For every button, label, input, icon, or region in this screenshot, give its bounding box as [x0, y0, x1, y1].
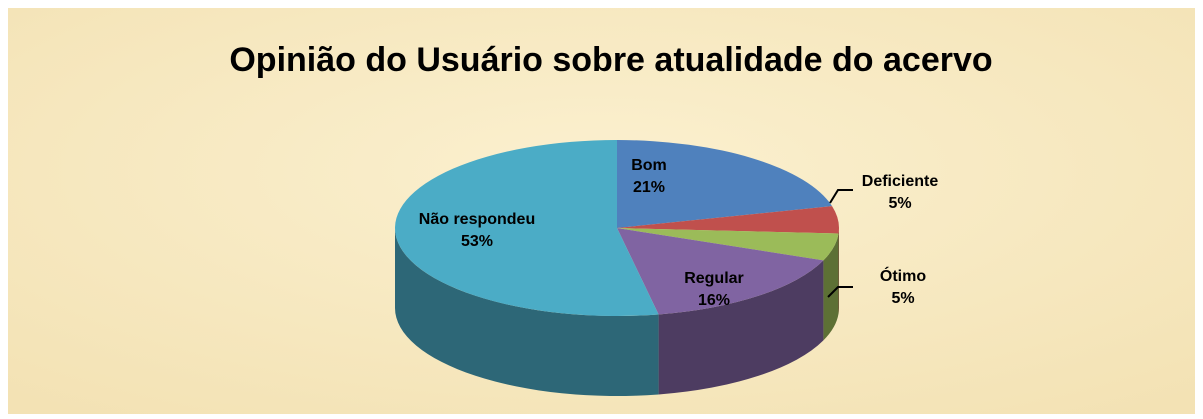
data-label: Deficiente 5%: [862, 173, 939, 212]
label-name: Deficiente: [862, 173, 939, 190]
chart-title: Opinião do Usuário sobre atualidade do a…: [229, 41, 992, 79]
pie: [395, 140, 839, 397]
data-label: Não respondeu 53%: [419, 211, 535, 250]
label-name: Ótimo: [880, 266, 926, 285]
data-label: Ótimo 5%: [880, 266, 926, 307]
slice-side: [395, 228, 659, 397]
label-name: Bom: [631, 157, 667, 174]
label-name: Não respondeu: [419, 211, 535, 228]
slice: [617, 228, 824, 315]
slice: [395, 140, 659, 316]
labels: Bom 21% Deficiente 5% Ótimo 5% Regular 16% Não r…: [419, 157, 939, 309]
leader-line: [829, 189, 853, 204]
label-value: 16%: [698, 292, 730, 309]
slice: [617, 140, 833, 228]
label-value: 5%: [888, 195, 911, 212]
leader-line: [827, 286, 853, 298]
slice: [617, 228, 839, 261]
label-value: 5%: [891, 290, 914, 307]
data-label: Regular 16%: [684, 270, 744, 309]
slice: [617, 206, 839, 234]
slice-side: [823, 233, 839, 341]
slice-side: [658, 260, 824, 395]
data-label: Bom 21%: [631, 157, 667, 196]
label-value: 21%: [633, 179, 665, 196]
label-name: Regular: [684, 270, 744, 287]
label-value: 53%: [461, 233, 493, 250]
